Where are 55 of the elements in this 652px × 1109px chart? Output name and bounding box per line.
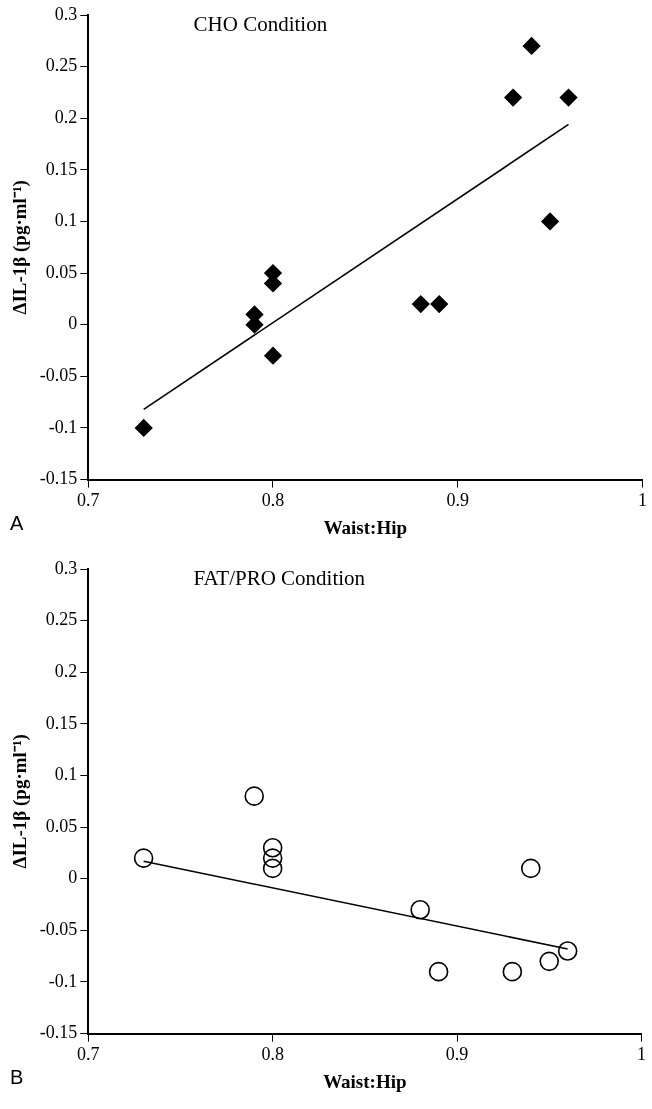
point bbox=[244, 786, 265, 806]
y-tick-label: 0 bbox=[68, 313, 78, 334]
text: B bbox=[10, 1065, 24, 1088]
y-tick-label: 0.25 bbox=[45, 55, 78, 76]
y-tick-label: 0.2 bbox=[54, 660, 78, 681]
y-tick-label: 0.1 bbox=[54, 764, 78, 785]
text: A bbox=[10, 511, 24, 534]
point bbox=[262, 858, 283, 879]
y-tick-label: 0.3 bbox=[54, 557, 78, 578]
x-tick-label: 1 bbox=[636, 1044, 646, 1065]
y-tick-label: 0 bbox=[68, 867, 78, 888]
y-tick-label: 0.2 bbox=[54, 106, 78, 127]
y-tick-label: 0.15 bbox=[45, 712, 78, 733]
y-tick-label: -0.15 bbox=[39, 468, 78, 489]
y-axis-title: ΔIL-1β (pg·ml⁻¹) bbox=[9, 180, 32, 315]
point bbox=[428, 961, 449, 982]
x-axis-title: Waist:Hip bbox=[323, 516, 408, 538]
point bbox=[522, 37, 541, 55]
x-tick-label: 1 bbox=[637, 490, 647, 511]
point bbox=[502, 961, 523, 982]
point bbox=[520, 858, 541, 879]
point bbox=[557, 941, 578, 961]
x-tick-label: 0.9 bbox=[446, 490, 469, 511]
y-tick-label: -0.05 bbox=[39, 365, 78, 386]
y-tick-label: 0.1 bbox=[54, 210, 78, 231]
x-axis-title: Waist:Hip bbox=[323, 1070, 407, 1092]
point bbox=[539, 951, 560, 972]
y-tick-label: 0.3 bbox=[54, 3, 78, 24]
y-tick-label: -0.1 bbox=[48, 970, 78, 991]
y-tick-label: -0.05 bbox=[39, 919, 78, 940]
y-tick-label: 0.15 bbox=[45, 158, 78, 179]
x-tick-label: 0.9 bbox=[445, 1044, 469, 1065]
y-tick-label: -0.1 bbox=[48, 416, 78, 437]
point bbox=[541, 212, 559, 231]
chart-title: CHO Condition bbox=[193, 11, 328, 36]
point bbox=[133, 848, 154, 868]
y-tick-label: 0.05 bbox=[45, 261, 78, 282]
y-tick-label: 0.25 bbox=[45, 609, 78, 630]
point bbox=[504, 88, 522, 107]
x-tick-label: 0.8 bbox=[261, 490, 285, 511]
point bbox=[430, 295, 449, 313]
x-tick-label: 0.7 bbox=[77, 1044, 100, 1065]
y-tick-label: 0.05 bbox=[45, 815, 78, 836]
point bbox=[262, 848, 283, 868]
point bbox=[264, 346, 282, 365]
point bbox=[134, 419, 153, 437]
x-tick-label: 0.7 bbox=[77, 490, 100, 511]
x-tick-label: 0.8 bbox=[261, 1044, 284, 1065]
y-axis-title: ΔIL-1β (pg·ml⁻¹) bbox=[9, 734, 32, 869]
point bbox=[559, 88, 578, 107]
point bbox=[410, 899, 430, 920]
point bbox=[262, 837, 283, 858]
point bbox=[411, 295, 430, 313]
chart-title: FAT/PRO Condition bbox=[193, 565, 366, 590]
y-tick-label: -0.15 bbox=[39, 1022, 78, 1043]
